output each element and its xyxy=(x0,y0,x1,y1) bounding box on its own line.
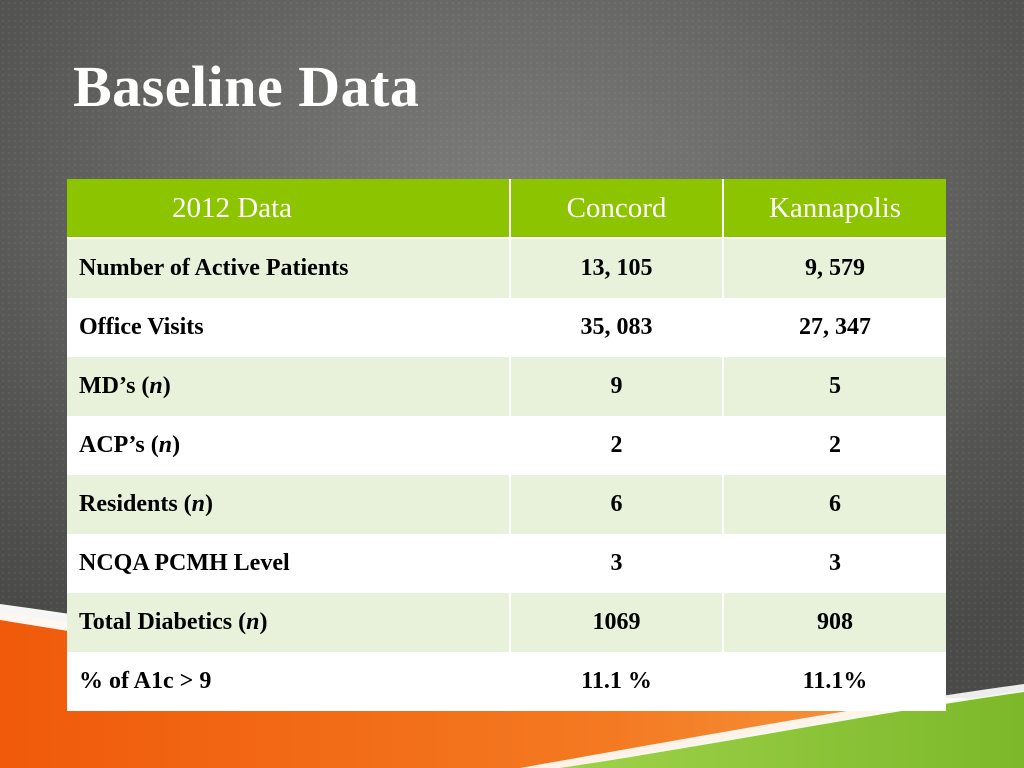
table-row: MD’s (n) 9 5 xyxy=(67,357,946,416)
row-label: Total Diabetics (n) xyxy=(67,593,511,652)
table-row: Total Diabetics (n) 1069 908 xyxy=(67,593,946,652)
concord-value: 6 xyxy=(509,475,724,534)
table-header-row: 2012 Data Concord Kannapolis xyxy=(67,179,946,239)
table-row: Office Visits 35, 083 27, 347 xyxy=(67,298,946,357)
row-label: Number of Active Patients xyxy=(67,238,511,298)
table-row: % of A1c > 9 11.1 % 11.1% xyxy=(67,652,946,711)
concord-value: 35, 083 xyxy=(509,298,724,357)
kannapolis-value: 27, 347 xyxy=(722,298,946,357)
header-year: 2012 Data xyxy=(67,179,511,239)
table-row: NCQA PCMH Level 3 3 xyxy=(67,534,946,593)
kannapolis-value: 5 xyxy=(722,357,946,416)
header-kannapolis: Kannapolis xyxy=(722,179,946,239)
concord-value: 1069 xyxy=(509,593,724,652)
concord-value: 9 xyxy=(509,357,724,416)
baseline-data-table: 2012 Data Concord Kannapolis Number of A… xyxy=(67,179,946,711)
slide-title: Baseline Data xyxy=(73,54,420,119)
kannapolis-value: 3 xyxy=(722,534,946,593)
concord-value: 11.1 % xyxy=(509,652,724,711)
row-label: % of A1c > 9 xyxy=(67,652,511,711)
kannapolis-value: 6 xyxy=(722,475,946,534)
concord-value: 13, 105 xyxy=(509,238,724,298)
table-row: Number of Active Patients 13, 105 9, 579 xyxy=(67,238,946,298)
kannapolis-value: 908 xyxy=(722,593,946,652)
table-row: ACP’s (n) 2 2 xyxy=(67,416,946,475)
kannapolis-value: 11.1% xyxy=(722,652,946,711)
kannapolis-value: 2 xyxy=(722,416,946,475)
row-label: NCQA PCMH Level xyxy=(67,534,511,593)
concord-value: 3 xyxy=(509,534,724,593)
table-row: Residents (n) 6 6 xyxy=(67,475,946,534)
row-label: Office Visits xyxy=(67,298,511,357)
concord-value: 2 xyxy=(509,416,724,475)
row-label: MD’s (n) xyxy=(67,357,511,416)
row-label: Residents (n) xyxy=(67,475,511,534)
row-label: ACP’s (n) xyxy=(67,416,511,475)
header-concord: Concord xyxy=(509,179,724,239)
kannapolis-value: 9, 579 xyxy=(722,238,946,298)
